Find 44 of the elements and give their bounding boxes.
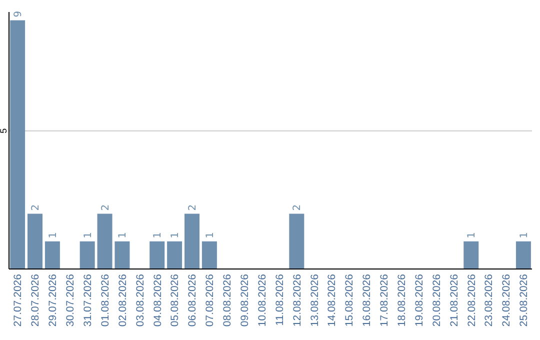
x-tick-label: 17.08.2026 (378, 274, 391, 327)
x-tick-label: 09.08.2026 (239, 274, 252, 327)
x-tick-label: 25.08.2026 (518, 274, 530, 327)
x-tick-label: 30.07.2026 (64, 274, 77, 327)
data-label: 1 (204, 232, 216, 238)
data-label: 1 (518, 232, 530, 238)
x-tick-label: 08.08.2026 (222, 274, 234, 327)
x-tick-label: 31.07.2026 (82, 274, 94, 327)
x-tick-label: 07.08.2026 (204, 274, 216, 327)
x-tick-label: 02.08.2026 (116, 274, 129, 327)
x-tick-label: 22.08.2026 (466, 274, 478, 327)
data-label: 1 (48, 232, 59, 238)
x-tick-label: 12.08.2026 (291, 274, 304, 327)
x-tick-label: 15.08.2026 (344, 274, 356, 327)
data-label: 2 (30, 204, 42, 211)
data-label: 1 (170, 232, 182, 238)
x-tick-label: 21.08.2026 (448, 274, 460, 327)
x-tick-label: 01.08.2026 (99, 274, 112, 327)
x-tick-label: 28.07.2026 (30, 274, 42, 327)
x-tick-label: 14.08.2026 (326, 274, 338, 327)
x-tick-label: 23.08.2026 (483, 274, 496, 327)
x-tick-label: 13.08.2026 (308, 274, 321, 327)
x-tick-label: 05.08.2026 (169, 274, 182, 327)
data-label: 1 (466, 232, 478, 238)
x-tick-label: 06.08.2026 (186, 274, 199, 327)
x-tick-label: 19.08.2026 (413, 274, 426, 327)
x-tick-label: 11.08.2026 (274, 274, 286, 326)
x-tick-label: 24.08.2026 (500, 274, 513, 327)
data-label: 9 (13, 10, 24, 18)
x-tick-label: 16.08.2026 (361, 274, 374, 327)
x-tick-label: 20.08.2026 (430, 274, 443, 327)
x-tick-label: 04.08.2026 (152, 274, 164, 327)
x-tick-label: 29.07.2026 (47, 274, 60, 327)
x-tick-label: 18.08.2026 (396, 274, 408, 327)
data-label: 1 (118, 232, 129, 238)
x-tick-label: 03.08.2026 (134, 274, 146, 327)
data-label: 1 (152, 232, 164, 238)
x-tick-label: 10.08.2026 (256, 274, 268, 327)
data-label: 2 (188, 204, 198, 211)
x-tick-label: 27.07.2026 (12, 274, 24, 327)
data-label: 2 (100, 204, 112, 211)
data-label: 2 (292, 204, 304, 211)
y-tick-label: 5 (0, 128, 8, 134)
data-label: 1 (82, 232, 94, 238)
